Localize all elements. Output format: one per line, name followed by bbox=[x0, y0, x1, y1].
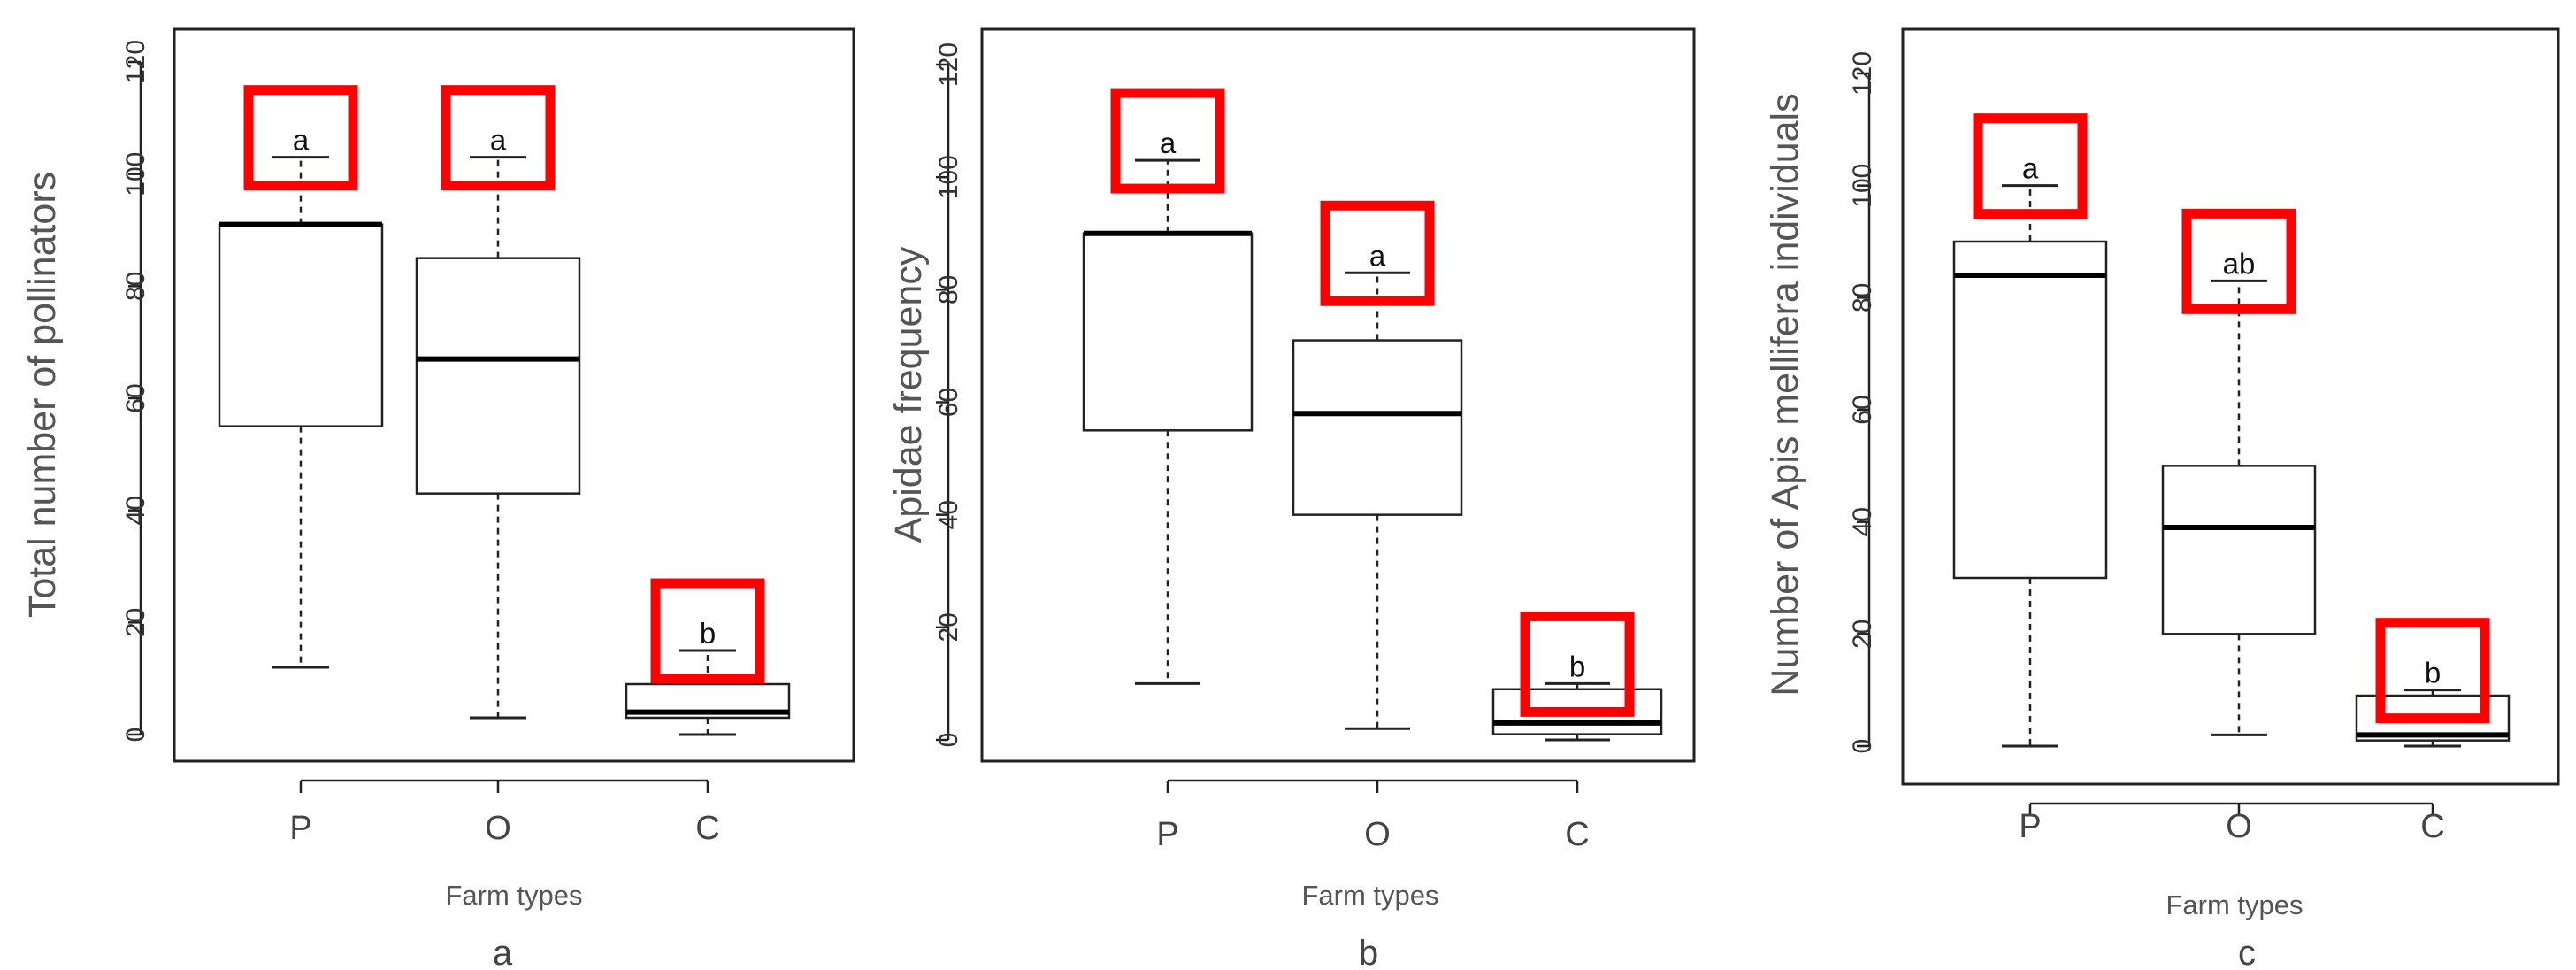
panel-c: 0 20 40 60 80 100 120 Pa Oab Cb Number of Apis me… bbox=[1764, 27, 2560, 970]
panel-a: 0 20 40 60 80 100 120 Pa Oa Cb Total number of po… bbox=[21, 27, 855, 970]
y-tick-label: 100 bbox=[934, 155, 963, 199]
x-category-label: C bbox=[2420, 808, 2444, 845]
box-iqr bbox=[1292, 339, 1463, 516]
y-tick-label: 100 bbox=[1848, 164, 1877, 208]
panel-label-a: a bbox=[493, 934, 513, 970]
y-tick-label: 40 bbox=[1848, 507, 1877, 536]
significance-highlight-box bbox=[441, 85, 556, 191]
y-axis-title-b: Apidae frequency bbox=[887, 246, 930, 543]
y-tick-label: 40 bbox=[934, 500, 963, 529]
marks-a: 0 20 40 60 80 100 120 Pa Oa Cb bbox=[121, 40, 791, 847]
significance-highlight-box bbox=[2375, 618, 2490, 724]
significance-label: b bbox=[1569, 650, 1585, 682]
x-category-label: P bbox=[2019, 808, 2041, 845]
marks-c: 0 20 40 60 80 100 120 Pa Oab Cb bbox=[1848, 51, 2511, 845]
x-category-label: C bbox=[695, 810, 719, 847]
significance-label: ab bbox=[2223, 247, 2256, 280]
y-tick-label: 80 bbox=[1848, 283, 1877, 312]
panel-label-c: c bbox=[2238, 934, 2256, 970]
x-axis-title-b: Farm types bbox=[1301, 880, 1438, 911]
x-category-label: P bbox=[1156, 816, 1178, 853]
y-tick-label: 120 bbox=[1848, 51, 1877, 96]
y-tick-label: 0 bbox=[934, 733, 963, 748]
y-axis-title-a: Total number of pollinators bbox=[21, 172, 64, 618]
significance-highlight-box bbox=[1973, 113, 2088, 219]
y-tick-label: 20 bbox=[1848, 620, 1877, 649]
y-tick-label: 100 bbox=[121, 152, 150, 196]
y-tick-label: 20 bbox=[934, 612, 963, 642]
plot-frame-c bbox=[1901, 27, 2560, 786]
box-iqr bbox=[415, 257, 581, 495]
y-tick-label: 0 bbox=[1848, 739, 1877, 754]
y-tick-label: 40 bbox=[121, 496, 150, 525]
y-axis-title-c: Number of Apis mellifera individuals bbox=[1764, 93, 1806, 696]
y-tick-label: 20 bbox=[121, 608, 150, 637]
plot-frame-b bbox=[980, 27, 1696, 763]
y-tick-label: 60 bbox=[121, 383, 150, 412]
y-tick-label: 60 bbox=[1848, 395, 1877, 424]
significance-label: b bbox=[2425, 657, 2441, 689]
y-tick-label: 80 bbox=[121, 272, 150, 301]
y-tick-label: 80 bbox=[934, 275, 963, 304]
significance-highlight-box bbox=[1110, 88, 1225, 194]
box-iqr bbox=[2161, 465, 2317, 635]
x-category-label: P bbox=[289, 810, 311, 847]
significance-label: a bbox=[2022, 152, 2039, 185]
significance-label: a bbox=[293, 124, 310, 157]
y-tick-label: 120 bbox=[934, 42, 963, 87]
plot-frame-a bbox=[172, 27, 855, 763]
x-category-label: O bbox=[485, 810, 511, 847]
y-tick-label: 120 bbox=[121, 40, 150, 84]
significance-label: a bbox=[1369, 239, 1386, 272]
significance-highlight-box bbox=[1320, 200, 1435, 306]
x-axis-title-a: Farm types bbox=[445, 880, 582, 911]
x-axis-title-c: Farm types bbox=[2166, 889, 2303, 920]
significance-highlight-box bbox=[2181, 208, 2296, 314]
significance-highlight-box bbox=[1520, 611, 1635, 717]
significance-highlight-box bbox=[650, 578, 765, 684]
panel-b: 0 20 40 60 80 100 120 Pa Oa Cb Apidae frequency F… bbox=[887, 27, 1696, 970]
marks-b: 0 20 40 60 80 100 120 Pa Oa Cb bbox=[934, 42, 1663, 853]
significance-label: a bbox=[490, 124, 507, 157]
significance-label: b bbox=[700, 617, 716, 650]
box-iqr bbox=[1082, 232, 1254, 432]
y-tick-label: 60 bbox=[934, 388, 963, 417]
panel-label-b: b bbox=[1359, 934, 1378, 970]
x-category-label: O bbox=[2226, 808, 2252, 845]
x-category-label: C bbox=[1565, 816, 1589, 853]
x-category-label: O bbox=[1364, 816, 1391, 853]
y-tick-label: 0 bbox=[121, 728, 150, 743]
box-iqr bbox=[1952, 240, 2108, 580]
significance-label: a bbox=[1160, 127, 1177, 159]
box-iqr bbox=[218, 223, 384, 427]
significance-highlight-box bbox=[243, 85, 358, 191]
